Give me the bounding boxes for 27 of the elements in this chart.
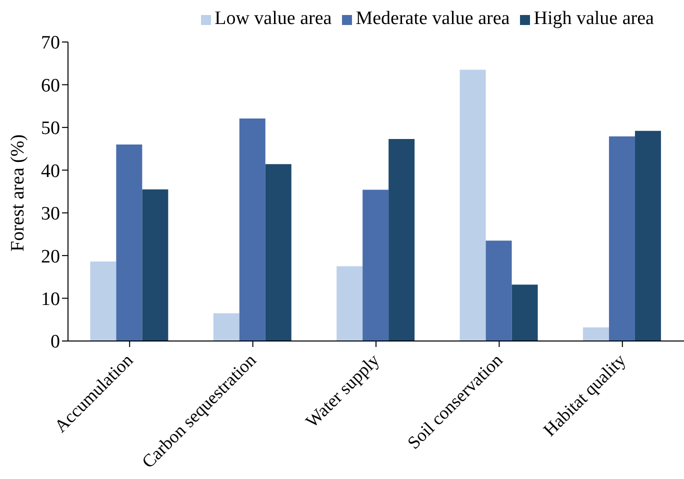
legend-label: Mederate value area — [356, 8, 510, 29]
y-tick-label: 0 — [50, 332, 60, 353]
bar — [265, 164, 292, 341]
bar — [608, 136, 635, 341]
bar — [460, 70, 486, 341]
bar — [336, 266, 363, 341]
legend-label: Low value area — [214, 8, 332, 29]
bar — [582, 327, 609, 341]
bar — [90, 262, 116, 341]
bar — [116, 144, 142, 341]
y-tick-label: 10 — [41, 289, 60, 310]
bar — [388, 138, 415, 341]
y-tick-label: 40 — [41, 160, 60, 182]
y-tick-label: 70 — [41, 32, 60, 54]
y-tick-label: 20 — [41, 246, 60, 268]
bar — [512, 284, 538, 341]
y-tick-label: 30 — [41, 204, 60, 225]
bar — [142, 189, 168, 341]
y-tick-label: 50 — [41, 118, 60, 140]
bar — [486, 240, 512, 341]
bar — [362, 190, 389, 341]
y-axis-title: Forest area (%) — [8, 134, 29, 252]
bar — [213, 313, 240, 341]
bar — [634, 130, 661, 341]
bar — [239, 118, 266, 341]
y-tick-label: 60 — [41, 75, 60, 96]
legend-label: High value area — [534, 8, 654, 29]
